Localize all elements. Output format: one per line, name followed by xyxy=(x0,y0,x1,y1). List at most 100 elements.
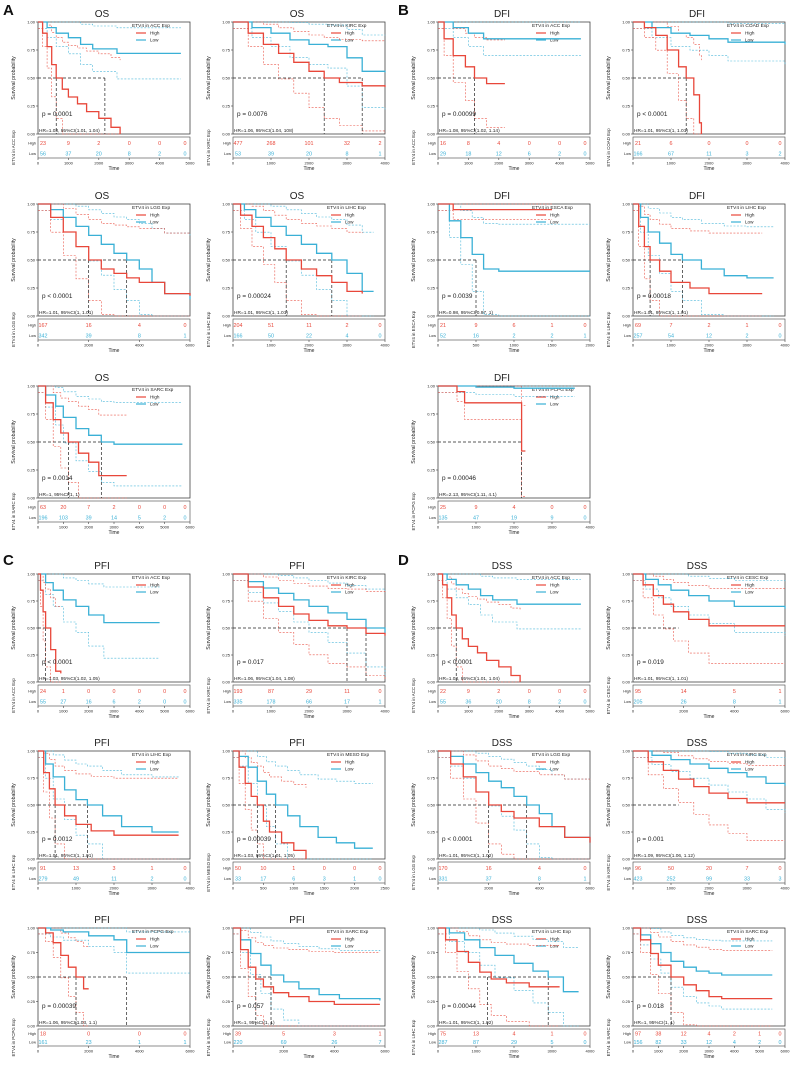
x-tick-label: 2000 xyxy=(705,886,715,891)
x-tick-label: 3000 xyxy=(343,343,353,348)
y-tick-label: 0.50 xyxy=(622,258,631,263)
x-tick-label: 2000 xyxy=(494,709,504,714)
x-tick-label: 1000 xyxy=(289,886,299,891)
risk-count-high: 3 xyxy=(333,1031,336,1037)
risk-count-high: 0 xyxy=(584,141,587,147)
panel-title: DSS xyxy=(687,738,708,749)
risk-count-low: 6 xyxy=(292,876,295,882)
x-tick-label: 4000 xyxy=(135,343,145,348)
hazard-ratio: HR=1, 95%CI(1, 1) xyxy=(39,492,80,498)
panel-letter-b: B xyxy=(398,2,409,19)
risk-count-low: 331 xyxy=(439,876,448,882)
risk-count-high: 0 xyxy=(379,689,382,695)
risk-count-low: 33 xyxy=(235,876,241,882)
legend-label-low: Low xyxy=(345,38,354,43)
x-axis-label: Time xyxy=(704,891,715,897)
ci-lower-high xyxy=(38,28,121,135)
risk-count-low: 1 xyxy=(584,333,587,339)
panel-title: PFI xyxy=(94,738,110,749)
y-tick-label: 0.50 xyxy=(622,975,631,980)
x-tick-label: 4000 xyxy=(555,709,565,714)
x-tick-label: 6000 xyxy=(186,1049,196,1054)
panel-title: DFI xyxy=(494,9,510,20)
y-tick-label: 0.00 xyxy=(27,680,36,685)
y-tick-label: 0.25 xyxy=(427,999,436,1004)
risk-count-low: 2 xyxy=(551,333,554,339)
y-tick-label: 0.75 xyxy=(222,950,231,955)
y-tick-label: 1.00 xyxy=(27,926,36,931)
risk-count-low: 12 xyxy=(706,1040,712,1046)
risk-table-frame xyxy=(232,861,386,884)
curve-high xyxy=(233,21,386,87)
km-panel-a5: OS 0.00 0.25 0.50 0.75 1.00 Survival probabili… xyxy=(11,373,195,536)
x-tick-label: 0 xyxy=(632,709,635,714)
legend-label-high: High xyxy=(745,937,755,942)
y-axis-label: Survival probability xyxy=(206,606,212,650)
y-tick-label: 0.00 xyxy=(222,1024,231,1029)
x-tick-label: 0 xyxy=(37,161,40,166)
y-tick-label: 0.25 xyxy=(222,286,231,291)
x-tick-label: 2000 xyxy=(510,1049,520,1054)
risk-table-label: ETV4 in LIHC Exp xyxy=(606,311,611,347)
x-tick-label: 0 xyxy=(232,886,235,891)
risk-count-low: 54 xyxy=(668,333,674,339)
y-axis-label: Survival probability xyxy=(411,238,417,282)
risk-count-low: 0 xyxy=(779,1040,782,1046)
risk-count-high: 95 xyxy=(635,689,641,695)
risk-table-label: ETV4 in LIHC Exp xyxy=(11,854,16,890)
p-value: p = 0.00044 xyxy=(442,1003,476,1010)
x-axis-label: Time xyxy=(509,891,520,897)
risk-count-high: 0 xyxy=(379,323,382,329)
risk-count-low: 0 xyxy=(584,1040,587,1046)
y-axis-label: Survival probability xyxy=(411,56,417,100)
y-tick-label: 1.00 xyxy=(222,572,231,577)
risk-table-label: ETV4 in LIHC Exp xyxy=(206,311,211,347)
risk-count-high: 4 xyxy=(138,323,141,329)
curve-low xyxy=(38,573,160,624)
risk-count-low: 8 xyxy=(346,151,349,157)
risk-count-low: 16 xyxy=(86,699,92,705)
risk-count-high: 7 xyxy=(746,866,749,872)
y-tick-label: 0.75 xyxy=(27,950,36,955)
x-tick-label: 2000 xyxy=(305,343,315,348)
ci-upper-low xyxy=(233,21,386,36)
x-tick-label: 3000 xyxy=(548,1049,558,1054)
hazard-ratio: HR=1, 95%CI(1, 1) xyxy=(234,1020,275,1026)
km-panel-d5: DSS 0.00 0.25 0.50 0.75 1.00 Survival probabil… xyxy=(411,915,595,1060)
risk-row-label-high: High xyxy=(428,866,436,870)
risk-count-high: 0 xyxy=(184,505,187,511)
hazard-ratio: HR=1.01, 95%CI(1, 1.02) xyxy=(439,1020,493,1026)
risk-count-low: 12 xyxy=(706,333,712,339)
legend-label-high: High xyxy=(745,213,755,218)
risk-count-high: 16 xyxy=(486,866,492,872)
risk-count-high: 7 xyxy=(87,505,90,511)
x-tick-label: 5000 xyxy=(160,709,170,714)
y-tick-label: 1.00 xyxy=(27,749,36,754)
x-tick-label: 4000 xyxy=(155,161,165,166)
risk-table-frame xyxy=(232,1028,386,1047)
x-tick-label: 1000 xyxy=(654,1049,664,1054)
risk-count-high: 23 xyxy=(40,141,46,147)
p-value: p < 0.0001 xyxy=(637,111,668,118)
y-tick-label: 0.25 xyxy=(622,104,631,109)
y-tick-label: 0.50 xyxy=(27,76,36,81)
risk-count-high: 193 xyxy=(234,689,243,695)
y-tick-label: 0.50 xyxy=(427,803,436,808)
curve-low xyxy=(233,21,386,73)
ci-lower-high xyxy=(38,580,61,683)
risk-count-high: 2 xyxy=(733,1031,736,1037)
panel-letter-a: A xyxy=(3,2,14,19)
risk-count-low: 47 xyxy=(473,515,479,521)
risk-count-low: 0 xyxy=(584,515,587,521)
legend-label-low: Low xyxy=(345,767,354,772)
legend-label-low: Low xyxy=(550,767,559,772)
risk-count-high: 0 xyxy=(779,1031,782,1037)
y-tick-label: 0.25 xyxy=(222,830,231,835)
curve-low xyxy=(633,203,774,279)
curve-low xyxy=(38,21,181,55)
risk-count-high: 20 xyxy=(60,505,66,511)
y-tick-label: 0.50 xyxy=(622,803,631,808)
hazard-ratio: HR=1.01, 95%CI(1, 1.01) xyxy=(634,310,688,316)
x-tick-label: 1000 xyxy=(59,525,69,530)
